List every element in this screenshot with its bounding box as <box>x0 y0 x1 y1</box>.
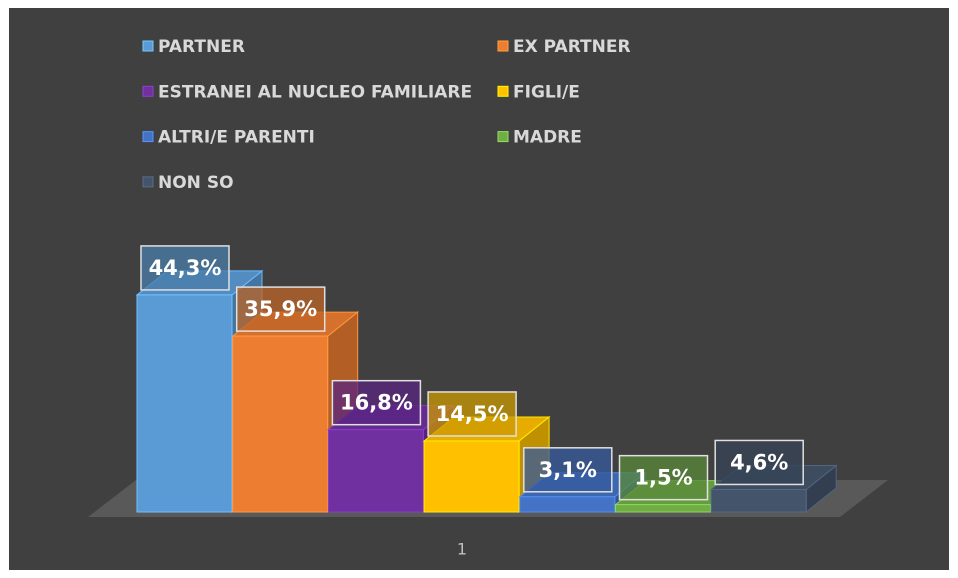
value-label-box <box>523 447 613 493</box>
bar <box>327 429 424 513</box>
legend-swatch <box>497 131 509 143</box>
value-label: 44,3% <box>149 256 222 280</box>
legend-label: ALTRI/E PARENTI <box>158 128 315 148</box>
value-label-box <box>714 439 804 486</box>
value-label: 14,5% <box>436 402 509 426</box>
legend-label: MADRE <box>513 128 582 148</box>
value-label: 35,9% <box>244 297 317 321</box>
value-label: 3,1% <box>539 458 597 482</box>
legend-label: EX PARTNER <box>513 37 631 57</box>
legend-label: NON SO <box>158 173 234 193</box>
value-label-box <box>618 454 709 501</box>
legend-label: FIGLI/E <box>513 82 580 102</box>
legend-swatch <box>142 40 154 52</box>
legend-swatch <box>497 85 509 97</box>
value-label-box <box>235 286 326 332</box>
value-label-box <box>331 379 422 426</box>
legend-swatch <box>142 131 154 143</box>
value-label: 4,6% <box>730 450 788 474</box>
legend-label: PARTNER <box>158 37 245 57</box>
legend-swatch <box>497 40 509 52</box>
bar <box>423 440 520 513</box>
value-label-box <box>427 391 517 437</box>
legend-swatch <box>142 85 154 97</box>
bar <box>136 294 233 513</box>
legend-swatch <box>142 176 154 188</box>
value-label: 16,8% <box>340 391 413 415</box>
value-label: 1,5% <box>634 466 692 490</box>
bar <box>232 335 329 513</box>
bar <box>615 504 711 513</box>
bar <box>519 496 616 513</box>
value-label-box <box>140 245 230 291</box>
x-tick-label: 1 <box>457 540 467 559</box>
bar <box>710 488 807 513</box>
legend-label: ESTRANEI AL NUCLEO FAMILIARE <box>158 82 472 102</box>
